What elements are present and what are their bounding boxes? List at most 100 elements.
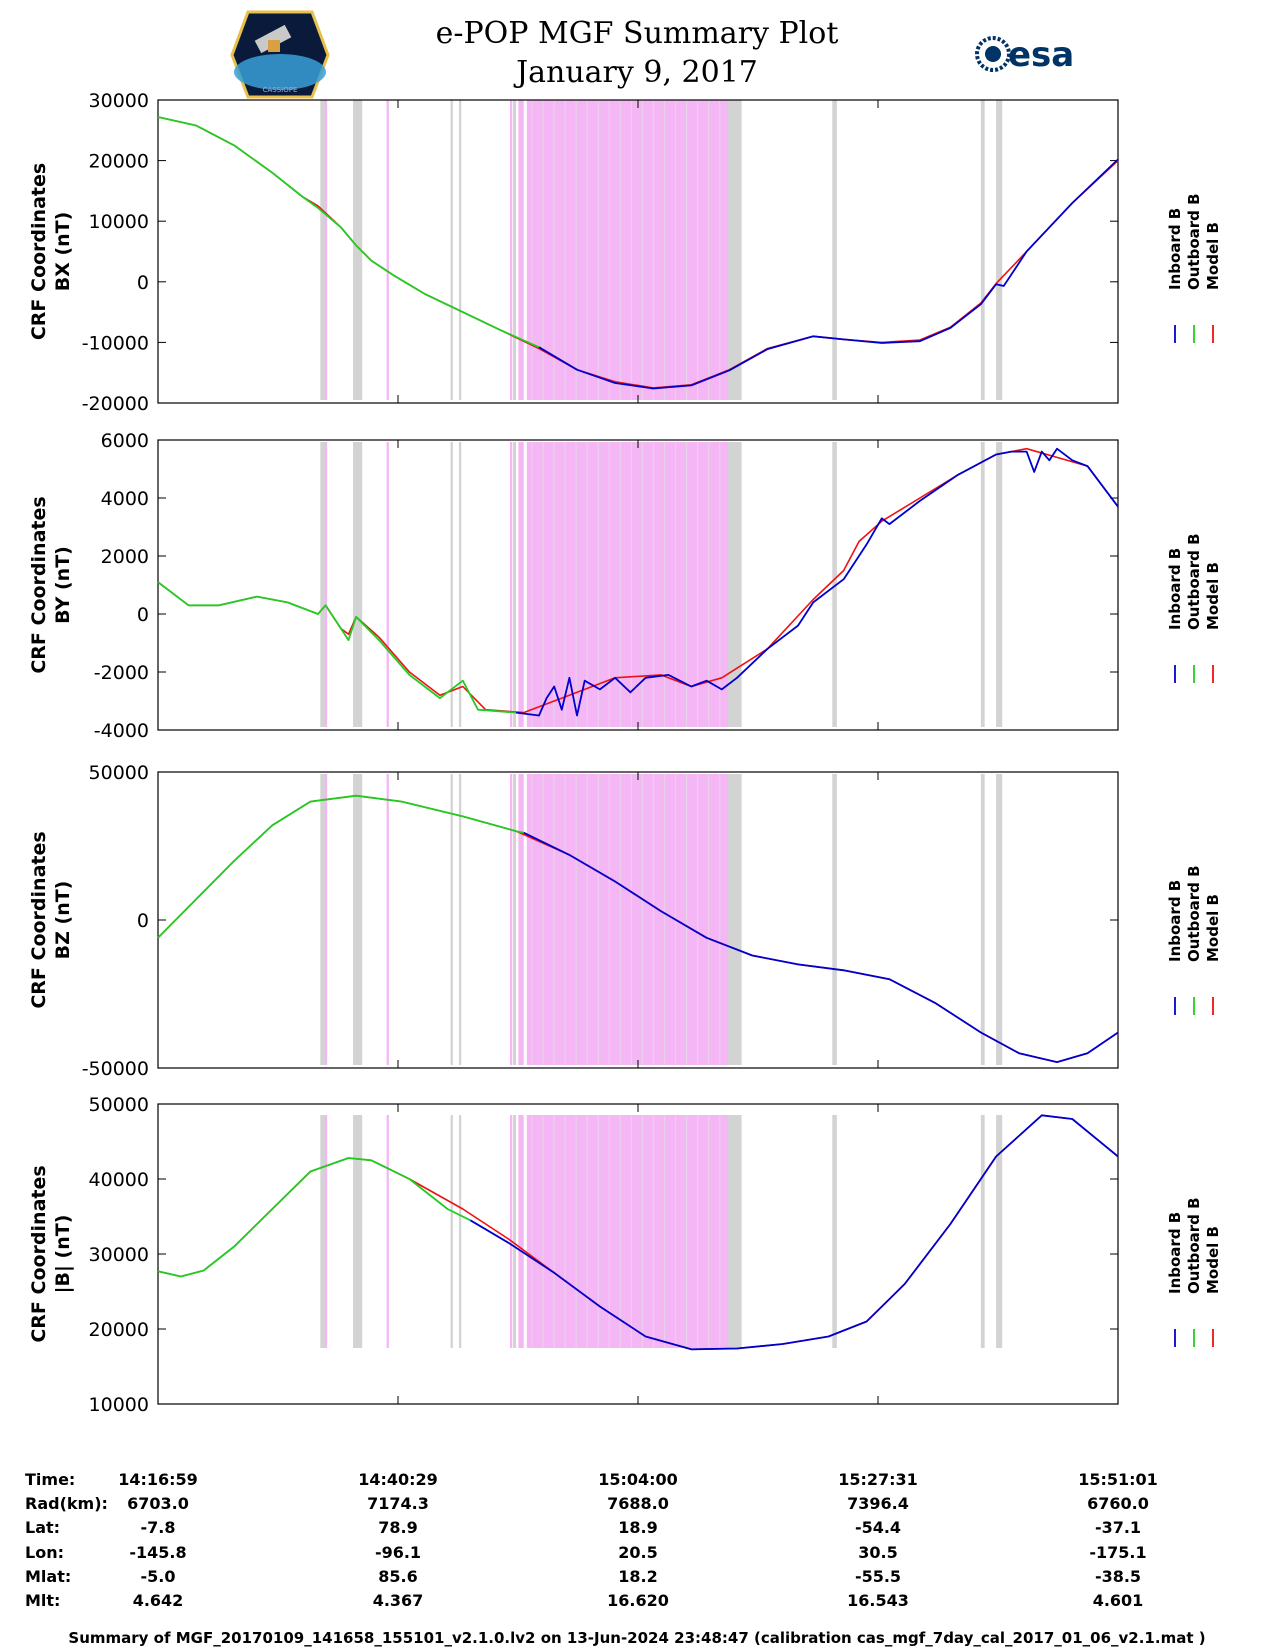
band-stripe xyxy=(553,442,555,727)
y-tick-label: 20000 xyxy=(89,1319,149,1341)
band-stripe xyxy=(708,442,710,727)
table-cell: 85.6 xyxy=(378,1567,417,1586)
legend-label: Inboard B xyxy=(1166,208,1184,290)
band-stripe xyxy=(542,100,544,400)
band-stripe xyxy=(686,100,688,400)
band-stripe xyxy=(619,100,621,400)
band-stripe xyxy=(531,442,533,727)
esa-logo: esa xyxy=(975,35,1074,75)
gray-band xyxy=(320,442,326,727)
legend-label: Inboard B xyxy=(1166,548,1184,630)
legend-label: Model B xyxy=(1204,894,1222,962)
gray-band xyxy=(513,442,517,727)
gray-band xyxy=(996,100,1003,400)
magenta-band xyxy=(510,1115,513,1348)
gray-band xyxy=(450,442,453,727)
band-stripe xyxy=(674,442,677,727)
band-stripe xyxy=(719,100,721,400)
y-axis-label: CRF Coordinates BX (nT) xyxy=(28,163,74,340)
y-axis-label-line2: BY (nT) xyxy=(52,546,74,624)
y-tick-label: 10000 xyxy=(89,211,149,233)
gray-band xyxy=(320,774,326,1065)
gray-band xyxy=(320,1115,326,1348)
band-stripe xyxy=(686,774,688,1065)
y-tick-label: 30000 xyxy=(89,1244,149,1266)
legend-label: Model B xyxy=(1204,1226,1222,1294)
band-stripe xyxy=(663,1115,666,1348)
gray-band xyxy=(450,774,453,1065)
band-stripe xyxy=(608,442,610,727)
band-stripe xyxy=(553,1115,555,1348)
table-cell: 30.5 xyxy=(858,1543,897,1562)
band-stripe xyxy=(652,774,655,1065)
magenta-band xyxy=(518,774,524,1065)
magenta-band xyxy=(518,100,524,400)
magenta-band xyxy=(386,1115,389,1348)
gray-band xyxy=(458,774,462,1065)
row-label: Time: xyxy=(25,1470,75,1489)
outboard-b-line xyxy=(157,1157,471,1278)
band-stripe xyxy=(674,1115,677,1348)
y-tick-label: 20000 xyxy=(89,151,149,173)
table-cell: 6760.0 xyxy=(1087,1494,1149,1513)
band-stripe xyxy=(708,100,710,400)
band-stripe xyxy=(597,774,599,1065)
table-cell: 6703.0 xyxy=(127,1494,189,1513)
row-label: Lon: xyxy=(25,1543,64,1562)
band-stripe xyxy=(597,100,599,400)
magenta-band xyxy=(510,442,513,727)
table-cell: 4.642 xyxy=(133,1591,184,1610)
orbit-table: Time: Rad(km): Lat: Lon: Mlat: Mlt: 14:16:59 67… xyxy=(25,1470,1158,1610)
band-stripe xyxy=(641,774,644,1065)
y-tick-label: 2000 xyxy=(101,546,149,568)
gray-band xyxy=(513,774,517,1065)
y-axis-label-line1: CRF Coordinates xyxy=(28,1165,50,1342)
table-cell: 18.9 xyxy=(618,1518,657,1537)
magenta-band xyxy=(386,774,389,1065)
band-stripe xyxy=(564,774,566,1065)
y-axis-label-line1: CRF Coordinates xyxy=(28,496,50,673)
table-cell: 14:40:29 xyxy=(358,1470,438,1489)
gray-band xyxy=(458,442,462,727)
band-stripe xyxy=(652,1115,655,1348)
y-axis-label-line1: CRF Coordinates xyxy=(28,831,50,1008)
band-stripe xyxy=(697,442,699,727)
legend-label: Model B xyxy=(1204,222,1222,290)
band-stripe xyxy=(697,100,699,400)
panel-2: 6000 4000 2000 0 -2000 -4000 CRF Coordinates BY… xyxy=(28,430,1222,742)
band-stripe xyxy=(630,774,632,1065)
legend-label: Outboard B xyxy=(1185,1197,1203,1294)
band-stripe xyxy=(586,100,588,400)
y-axis-label: CRF Coordinates |B| (nT) xyxy=(28,1165,74,1342)
band-stripe xyxy=(608,774,610,1065)
band-stripe xyxy=(586,1115,588,1348)
band-stripe xyxy=(586,774,588,1065)
legend-label: Outboard B xyxy=(1185,533,1203,630)
band-stripe xyxy=(531,774,533,1065)
table-cell: 18.2 xyxy=(618,1567,657,1586)
band-stripe xyxy=(630,1115,632,1348)
outboard-b-line xyxy=(157,581,517,714)
cassiope-logo: CASSIOPE xyxy=(230,10,330,99)
table-cell: -55.5 xyxy=(855,1567,901,1586)
band-stripe xyxy=(619,1115,621,1348)
band-stripe xyxy=(719,1115,721,1348)
gray-band xyxy=(980,442,985,727)
band-stripe xyxy=(641,100,644,400)
panel-3: 50000 0 -50000 CRF Coordinates BZ (nT) Inboar… xyxy=(28,762,1222,1080)
table-cell: -7.8 xyxy=(141,1518,176,1537)
band-stripe xyxy=(663,774,666,1065)
gray-band xyxy=(980,100,985,400)
table-cell: 78.9 xyxy=(378,1518,417,1537)
band-stripe xyxy=(697,1115,699,1348)
legend-label: Outboard B xyxy=(1185,865,1203,962)
table-cell: 15:27:31 xyxy=(838,1470,918,1489)
y-tick-label: -20000 xyxy=(82,393,149,415)
band-stripe xyxy=(564,1115,566,1348)
title-line1: e-POP MGF Summary Plot xyxy=(436,16,839,51)
band-stripe xyxy=(575,442,577,727)
gray-band xyxy=(980,774,985,1065)
table-cell: -5.0 xyxy=(141,1567,176,1586)
